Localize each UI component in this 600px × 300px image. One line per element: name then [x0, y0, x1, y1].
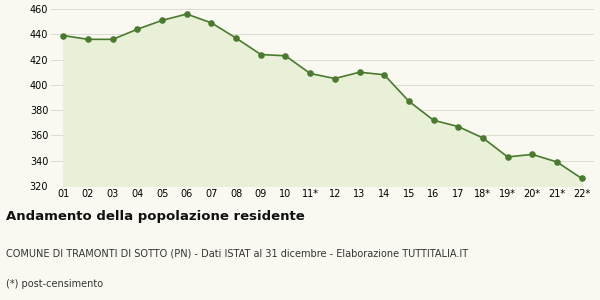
- Point: [206, 20, 216, 25]
- Point: [157, 18, 167, 23]
- Point: [281, 53, 290, 58]
- Point: [454, 124, 463, 129]
- Point: [577, 176, 586, 181]
- Text: Andamento della popolazione residente: Andamento della popolazione residente: [6, 210, 305, 223]
- Point: [503, 154, 512, 159]
- Point: [355, 70, 364, 75]
- Text: (*) post-censimento: (*) post-censimento: [6, 279, 103, 289]
- Text: COMUNE DI TRAMONTI DI SOTTO (PN) - Dati ISTAT al 31 dicembre - Elaborazione TUTT: COMUNE DI TRAMONTI DI SOTTO (PN) - Dati …: [6, 249, 468, 259]
- Point: [379, 72, 389, 77]
- Point: [478, 136, 488, 140]
- Point: [330, 76, 340, 81]
- Point: [256, 52, 266, 57]
- Point: [429, 118, 439, 123]
- Point: [133, 27, 142, 32]
- Point: [527, 152, 537, 157]
- Point: [59, 33, 68, 38]
- Point: [108, 37, 118, 42]
- Point: [552, 160, 562, 164]
- Point: [83, 37, 93, 42]
- Point: [305, 71, 315, 76]
- Point: [232, 36, 241, 40]
- Point: [404, 99, 413, 104]
- Point: [182, 12, 191, 16]
